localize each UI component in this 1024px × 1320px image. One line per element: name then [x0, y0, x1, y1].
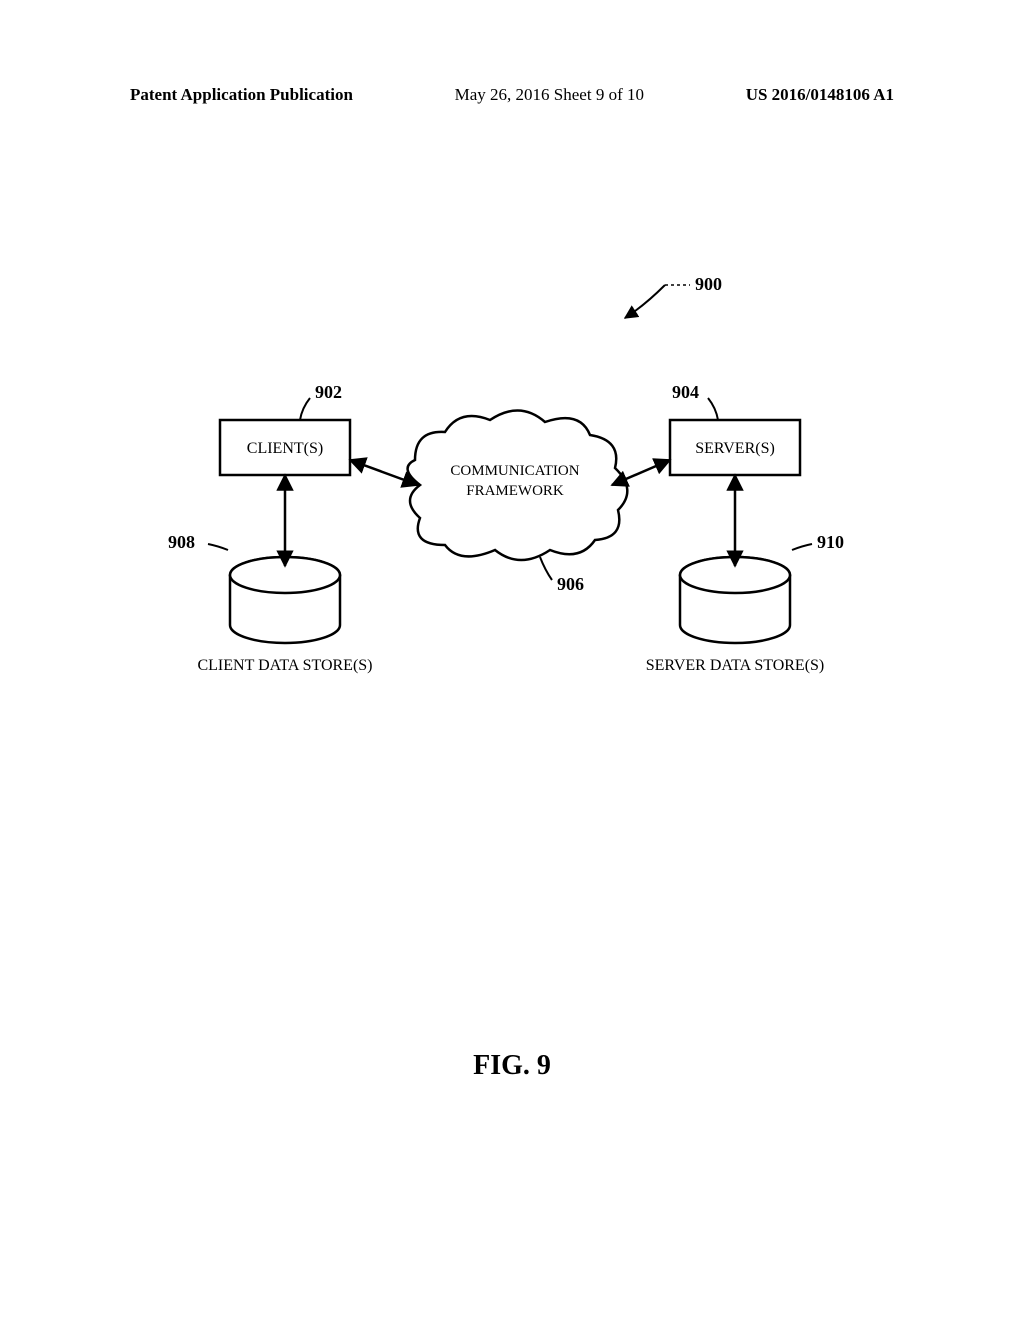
- client-node: CLIENT(S) 902: [220, 382, 350, 475]
- server-store-label: SERVER DATA STORE(S): [646, 657, 825, 674]
- server-label: SERVER(S): [695, 440, 775, 457]
- cloud-label1: COMMUNICATION: [450, 463, 579, 479]
- client-label: CLIENT(S): [247, 440, 323, 457]
- header-patent-number: US 2016/0148106 A1: [746, 85, 894, 105]
- cloud-node: COMMUNICATION FRAMEWORK 906: [408, 410, 628, 594]
- ref-902-label: 902: [315, 382, 342, 402]
- ref-908-label: 908: [168, 532, 195, 552]
- client-store-label: CLIENT DATA STORE(S): [197, 657, 372, 674]
- ref-900-label: 900: [695, 274, 722, 294]
- header-publication: Patent Application Publication: [130, 85, 353, 105]
- ref-906-label: 906: [557, 574, 584, 594]
- figure-title: FIG. 9: [0, 1050, 1024, 1082]
- cloud-label2: FRAMEWORK: [466, 483, 564, 499]
- server-node: SERVER(S) 904: [670, 382, 800, 475]
- server-store-node: SERVER DATA STORE(S) 910: [646, 532, 844, 674]
- page-header: Patent Application Publication May 26, 2…: [0, 85, 1024, 105]
- ref-900: 900: [625, 274, 722, 318]
- architecture-diagram: 900 CLIENT(S) 902 SERVER(S) 904 COMMUNIC…: [120, 250, 900, 770]
- ref-910-label: 910: [817, 532, 844, 552]
- header-date-sheet: May 26, 2016 Sheet 9 of 10: [455, 85, 644, 105]
- client-store-node: CLIENT DATA STORE(S) 908: [168, 532, 373, 674]
- ref-904-label: 904: [672, 382, 699, 402]
